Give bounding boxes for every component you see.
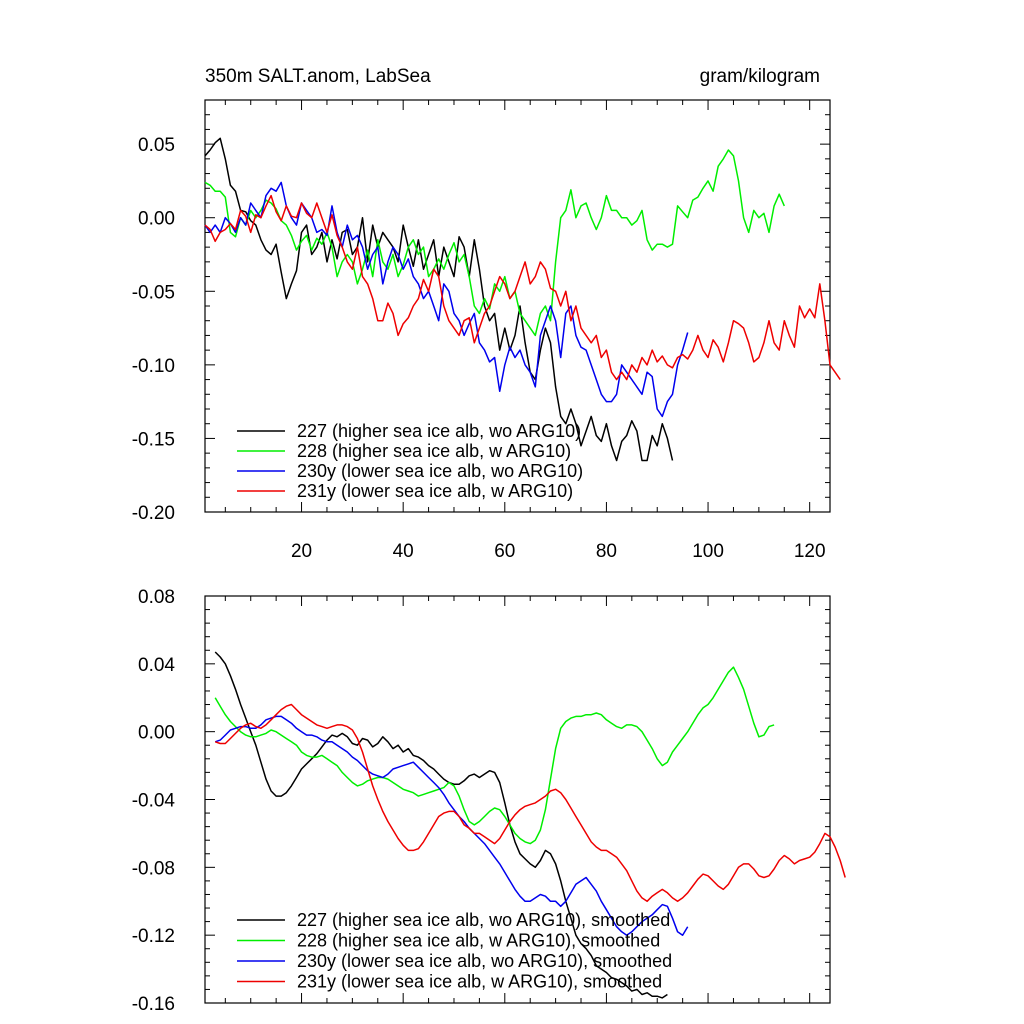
y-tick-label: 0.05: [138, 135, 175, 156]
series-line-227: [214, 651, 668, 999]
top-panel-title: 350m SALT.anom, LabSea: [205, 66, 431, 87]
x-tick-label: 80: [596, 541, 617, 562]
y-tick-label: 0.08: [138, 587, 175, 608]
x-tick-label: 60: [494, 541, 515, 562]
legend-label-227: 227 (higher sea ice alb, wo ARG10), smoo…: [297, 910, 670, 930]
legend-label-230y: 230y (lower sea ice alb, wo ARG10), smoo…: [297, 951, 672, 971]
series-line-228: [214, 666, 775, 845]
x-tick-label: 100: [692, 541, 724, 562]
top-panel-units: gram/kilogram: [700, 66, 820, 87]
legend-label-231y: 231y (lower sea ice alb, w ARG10), smoot…: [297, 972, 662, 992]
series-line-230y: [214, 715, 689, 936]
y-tick-label: -0.10: [132, 356, 175, 377]
legend-label-231y: 231y (lower sea ice alb, w ARG10): [297, 481, 573, 501]
y-tick-label: 0.04: [138, 655, 175, 676]
x-tick-label: 40: [393, 541, 414, 562]
bottom-panel: -0.16 -0.12 -0.08 -0.04 0.00 0.04 0.08 227 (hig…: [132, 587, 846, 1015]
y-tick-label: -0.05: [132, 282, 175, 303]
legend-label-228: 228 (higher sea ice alb, w ARG10), smoot…: [297, 931, 660, 951]
y-tick-label: -0.12: [132, 926, 175, 947]
y-tick-label: -0.16: [132, 994, 175, 1015]
top-panel: -0.20 -0.15 -0.10 -0.05 0.00 0.05 20 40 60 80 100 1…: [132, 99, 841, 562]
series-line-231y: [214, 703, 846, 903]
y-tick-label: -0.04: [132, 791, 176, 812]
legend-label-230y: 230y (lower sea ice alb, wo ARG10): [297, 461, 583, 481]
series-line-228: [204, 149, 785, 337]
legend-label-228: 228 (higher sea ice alb, w ARG10): [297, 441, 571, 461]
y-tick-label: 0.00: [138, 209, 175, 230]
y-tick-label: -0.08: [132, 858, 175, 879]
x-tick-label: 120: [794, 541, 826, 562]
series-line-230y: [204, 181, 689, 418]
y-tick-label: -0.20: [132, 503, 175, 524]
y-tick-label: 0.00: [138, 723, 175, 744]
y-tick-label: -0.15: [132, 429, 175, 450]
legend-label-227: 227 (higher sea ice alb, wo ARG10): [297, 421, 581, 441]
x-tick-label: 20: [291, 541, 312, 562]
series-line-231y: [204, 194, 841, 381]
